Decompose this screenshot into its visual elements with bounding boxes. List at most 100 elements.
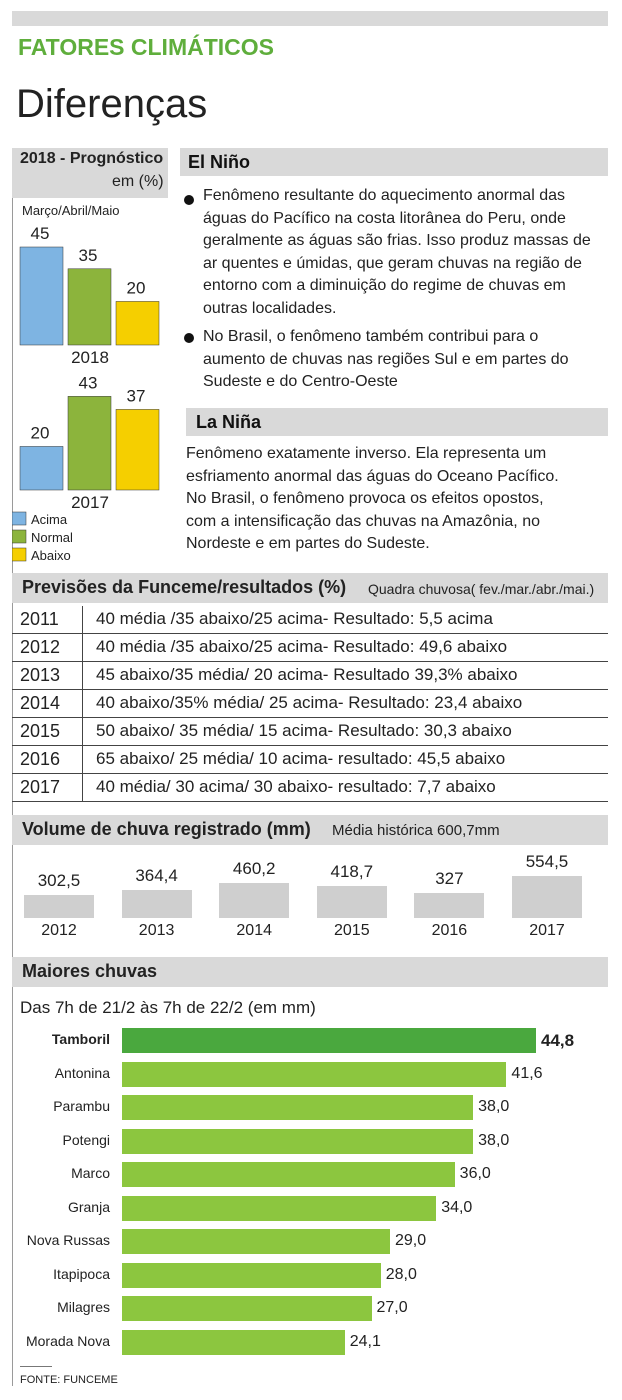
city-label: Morada Nova [25,1332,110,1349]
table-row: 2014 40 abaixo/35% média/ 25 acima- Resul… [12,690,608,718]
table-row: 2011 40 média /35 abaixo/25 acima- Result… [12,606,608,634]
city-label: Milagres [57,1299,110,1315]
bar-value-label: 35 [79,246,98,265]
row-text: 50 abaixo/ 35 média/ 15 acima- Resultado… [96,721,512,740]
bullet-icon [184,195,194,205]
table-row: 2017 40 média/ 30 acima/ 30 abaixo- resul… [12,774,608,802]
previsoes-subtitle: Quadra chuvosa( fev./mar./abr./mai.) [368,581,595,597]
kicker-title: FATORES CLIMÁTICOS [18,34,274,60]
bar-normal-2018 [67,268,112,346]
column-separator [82,746,83,773]
volume-bar-2015 [316,886,387,918]
rain-bar-morada-nova [122,1329,345,1355]
bar-value-label: 45 [31,224,50,243]
volume-value-label: 327 [435,869,464,889]
city-label: Antonina [54,1064,110,1081]
column-separator [82,662,83,689]
prognostico-title: 2018 - Prognóstico [20,150,164,167]
rain-value-label: 36,0 [459,1165,491,1182]
row-text: 65 abaixo/ 25 média/ 10 acima- resultado… [96,749,506,768]
column-separator [82,634,83,661]
el-nino-title: El Niño [188,152,250,172]
volume-year-label: 2015 [334,922,370,939]
previsoes-title: Previsões da Funceme/resultados (%) [22,577,347,597]
volume-value-label: 418,7 [330,862,374,882]
legend-swatch-acima [12,511,27,526]
volume-year-label: 2013 [138,922,175,939]
la-nina-paragraph: Fenômeno exatamente inverso. Ela represe… [186,445,559,552]
rain-bar-potengi [122,1128,474,1154]
rain-value-label: 24,1 [349,1332,381,1350]
rain-bar-milagres [122,1296,372,1321]
bar-normal-2017 [67,396,112,491]
bar-value-label: 20 [127,278,146,297]
rain-bar-itapipoca [122,1262,381,1288]
top-gray-bar [12,11,608,26]
volume-bar-2012 [24,895,94,918]
bar-acima-2018 [19,246,64,346]
maiores-subtitle: Das 7h de 21/2 às 7h de 22/2 (em mm) [20,998,316,1017]
rain-bar-marco [122,1162,455,1187]
volume-year-label: 2014 [236,922,272,939]
table-row: 2012 40 média /35 abaixo/25 acima- Result… [12,634,608,662]
row-year: 2015 [20,721,61,741]
bar-value-label: 37 [127,386,146,405]
rain-bar-granja [122,1195,437,1221]
row-year: 2013 [20,665,61,685]
table-row: 2015 50 abaixo/ 35 média/ 15 acima- Resul… [12,718,608,746]
rain-bar-nova-russas [122,1229,390,1254]
source-rule [20,1366,52,1367]
prognostico-period: Março/Abril/Maio [22,203,120,218]
volume-bar-2013 [121,890,192,918]
volume-subtitle: Média histórica 600,7mm [332,822,500,839]
rain-value-label: 27,0 [376,1299,408,1316]
rain-bar-antonina [122,1061,507,1087]
la-nina-title: La Niña [196,412,262,432]
legend-label: Abaixo [31,548,71,563]
row-text: 40 média /35 abaixo/25 acima- Resultado:… [96,637,508,656]
city-label: Nova Russas [26,1232,110,1248]
la-nina-header [186,408,608,436]
rain-value-label: 38,0 [478,1098,510,1115]
legend-swatch-normal [12,529,27,544]
table-row: 2016 65 abaixo/ 25 média/ 10 acima- resul… [12,746,608,774]
table-row: 2013 45 abaixo/35 média/ 20 acima- Result… [12,662,608,690]
volume-value-label: 460,2 [232,859,276,879]
column-separator [82,690,83,717]
volume-value-label: 364,4 [135,866,178,886]
volume-year-label: 2016 [431,922,468,939]
group-year-label: 2017 [71,493,109,512]
legend-swatch-abaixo [12,547,27,562]
rain-value-label: 38,0 [478,1131,510,1149]
volume-bar-2017 [512,876,582,918]
rain-value-label: 44,8 [541,1031,575,1050]
rain-value-label: 29,0 [394,1232,427,1249]
rain-value-label: 41,6 [511,1064,543,1082]
row-text: 40 média/ 30 acima/ 30 abaixo- resultado… [96,777,496,796]
row-text: 40 média /35 abaixo/25 acima- Resultado:… [96,609,493,628]
row-year: 2014 [20,693,61,713]
bar-value-label: 20 [31,423,50,442]
el-nino-header [180,148,608,176]
row-text: 40 abaixo/35% média/ 25 acima- Resultado… [96,693,523,712]
group-year-label: 2018 [71,348,109,367]
bar-abaixo-2017 [115,409,160,491]
row-year: 2017 [20,777,61,797]
el-nino-paragraph-1: Fenômeno resultante do aquecimento anorm… [203,187,591,317]
rain-bar-tamboril [122,1028,536,1053]
bar-abaixo-2018 [115,301,160,346]
volume-bar-2016 [414,893,485,918]
volume-header [12,815,608,845]
row-year: 2016 [20,749,61,769]
city-label: Potengi [62,1131,110,1148]
city-label: Granja [67,1198,110,1215]
source-credit: FONTE: FUNCEME [20,1374,118,1386]
city-label: Tamboril [51,1031,110,1047]
row-year: 2012 [20,637,61,657]
legend-label: Acima [31,512,68,527]
city-label: Marco [71,1165,110,1181]
volume-year-label: 2012 [41,922,77,939]
row-text: 45 abaixo/35 média/ 20 acima- Resultado … [96,665,518,684]
volume-title: Volume de chuva registrado (mm) [22,819,311,839]
